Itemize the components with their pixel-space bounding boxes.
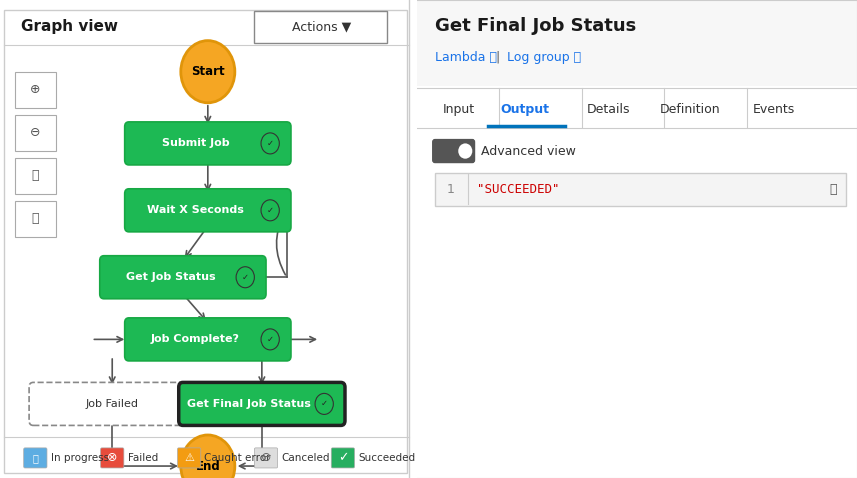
FancyBboxPatch shape	[15, 115, 56, 151]
Text: Output: Output	[500, 103, 549, 117]
Text: 1: 1	[446, 183, 454, 196]
Text: Canceled: Canceled	[281, 453, 330, 463]
FancyBboxPatch shape	[254, 11, 387, 43]
Text: ⧉: ⧉	[829, 183, 836, 196]
FancyBboxPatch shape	[15, 201, 56, 237]
FancyBboxPatch shape	[24, 448, 47, 468]
Text: Wait X Seconds: Wait X Seconds	[147, 206, 243, 215]
Circle shape	[181, 41, 235, 103]
FancyBboxPatch shape	[4, 10, 407, 473]
FancyBboxPatch shape	[417, 88, 857, 129]
Text: ⊕: ⊕	[30, 83, 40, 96]
Text: End: End	[195, 459, 220, 473]
FancyBboxPatch shape	[433, 140, 475, 163]
Text: ✓: ✓	[267, 139, 273, 148]
Text: ✓: ✓	[338, 451, 348, 465]
Text: Succeeded: Succeeded	[358, 453, 416, 463]
Text: ✓: ✓	[242, 273, 249, 282]
FancyBboxPatch shape	[124, 318, 291, 361]
Text: Actions ▼: Actions ▼	[292, 20, 351, 33]
Circle shape	[458, 143, 472, 159]
Text: Get Final Job Status: Get Final Job Status	[435, 17, 636, 35]
Text: In progress: In progress	[51, 453, 109, 463]
Text: ✓: ✓	[267, 206, 273, 215]
Text: Failed: Failed	[128, 453, 158, 463]
Text: ⚠: ⚠	[184, 453, 195, 463]
FancyBboxPatch shape	[15, 72, 56, 108]
Text: Input: Input	[443, 103, 475, 117]
Text: Job Complete?: Job Complete?	[151, 335, 240, 344]
Text: Get Final Job Status: Get Final Job Status	[188, 399, 311, 409]
Text: Log group ⧉: Log group ⧉	[507, 51, 582, 64]
Text: ⊖: ⊖	[30, 126, 40, 139]
Text: Caught error: Caught error	[205, 453, 271, 463]
Circle shape	[261, 329, 279, 350]
FancyBboxPatch shape	[417, 0, 857, 86]
Text: ⛶: ⛶	[32, 212, 39, 225]
FancyBboxPatch shape	[435, 173, 846, 206]
Text: ✓: ✓	[267, 335, 273, 344]
Circle shape	[261, 200, 279, 221]
FancyBboxPatch shape	[124, 189, 291, 232]
Text: Events: Events	[752, 103, 794, 117]
Text: Advanced view: Advanced view	[481, 144, 576, 158]
Text: ⊖: ⊖	[261, 451, 272, 465]
Circle shape	[181, 435, 235, 478]
FancyBboxPatch shape	[124, 122, 291, 165]
Text: ✓: ✓	[321, 400, 327, 408]
FancyBboxPatch shape	[15, 158, 56, 194]
FancyBboxPatch shape	[179, 382, 345, 425]
Text: ⏰: ⏰	[33, 453, 39, 463]
Circle shape	[261, 133, 279, 154]
Text: Details: Details	[587, 103, 631, 117]
FancyBboxPatch shape	[100, 448, 124, 468]
FancyBboxPatch shape	[332, 448, 355, 468]
Text: Definition: Definition	[660, 103, 720, 117]
Text: Get Job Status: Get Job Status	[126, 272, 215, 282]
FancyBboxPatch shape	[255, 448, 278, 468]
Text: Job Failed: Job Failed	[86, 399, 139, 409]
Text: ⊗: ⊗	[107, 451, 117, 465]
Text: Graph view: Graph view	[21, 19, 117, 34]
Circle shape	[236, 267, 255, 288]
FancyBboxPatch shape	[177, 448, 201, 468]
Text: ⌖: ⌖	[32, 169, 39, 182]
Text: |: |	[492, 51, 505, 64]
Text: Lambda ⧉: Lambda ⧉	[435, 51, 497, 64]
Circle shape	[315, 393, 333, 414]
Text: "SUCCEEDED": "SUCCEEDED"	[476, 183, 560, 196]
Text: Submit Job: Submit Job	[161, 139, 229, 148]
Text: Start: Start	[191, 65, 225, 78]
FancyBboxPatch shape	[99, 256, 266, 299]
FancyBboxPatch shape	[29, 382, 195, 425]
FancyBboxPatch shape	[417, 128, 857, 478]
